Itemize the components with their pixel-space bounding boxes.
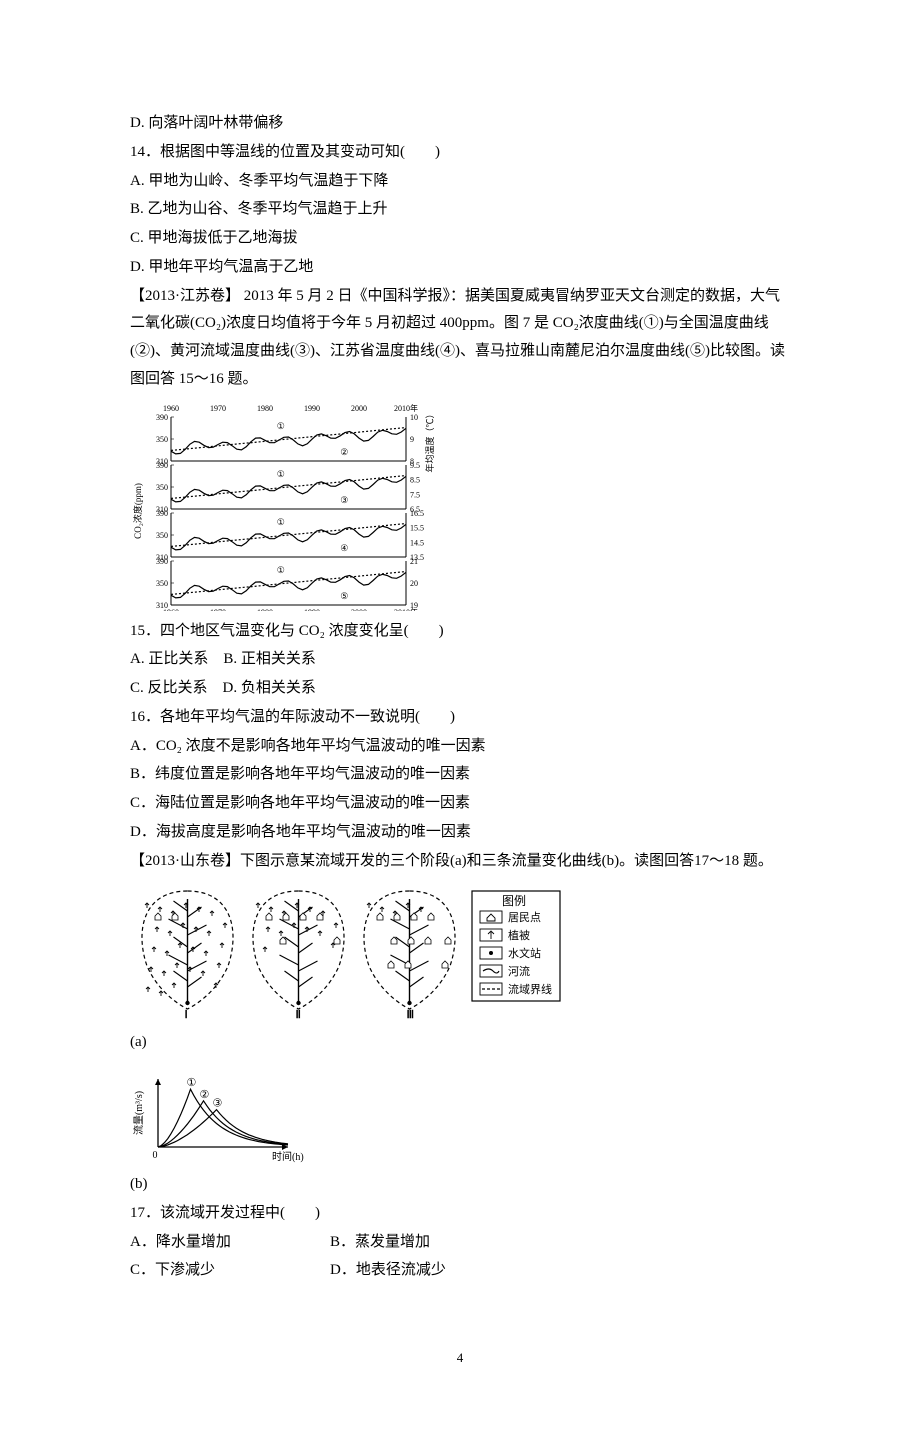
svg-text:1990: 1990: [304, 404, 320, 413]
svg-text:流量(m³/s): 流量(m³/s): [132, 1091, 145, 1135]
svg-text:③: ③: [340, 495, 348, 505]
label-a: (a): [130, 1029, 790, 1057]
svg-text:350: 350: [156, 531, 168, 540]
svg-text:390: 390: [156, 461, 168, 470]
svg-text:河流: 河流: [508, 964, 530, 978]
q15-ab: A. 正比关系 B. 正相关关系: [130, 646, 790, 674]
svg-text:Ⅰ: Ⅰ: [185, 1009, 188, 1021]
svg-text:2010年: 2010年: [394, 403, 418, 413]
q15-cd: C. 反比关系 D. 负相关关系: [130, 675, 790, 703]
svg-text:植被: 植被: [508, 928, 530, 942]
svg-text:1980: 1980: [257, 404, 273, 413]
svg-text:9.5: 9.5: [410, 461, 420, 470]
svg-text:⑤: ⑤: [340, 591, 348, 601]
svg-text:8.5: 8.5: [410, 475, 420, 484]
svg-text:②: ②: [340, 447, 348, 457]
q16: 16．各地年平均气温的年际波动不一致说明( ): [130, 704, 790, 732]
svg-text:④: ④: [340, 543, 348, 553]
q16-c: C．海陆位置是影响各地年平均气温波动的唯一因素: [130, 790, 790, 818]
option-d: D. 向落叶阔叶林带偏移: [130, 110, 790, 138]
svg-text:16.5: 16.5: [410, 509, 424, 518]
svg-text:③: ③: [213, 1098, 223, 1110]
svg-text:②: ②: [200, 1089, 210, 1101]
svg-text:390: 390: [156, 557, 168, 566]
svg-text:水文站: 水文站: [508, 946, 541, 960]
svg-text:21: 21: [410, 557, 418, 566]
q17: 17．该流域开发过程中( ): [130, 1200, 790, 1228]
intro-jiangsu: 【2013·江苏卷】 2013 年 5 月 2 日《中国科学报》：据美国夏威夷冒…: [130, 283, 790, 394]
q15: 15．四个地区气温变化与 CO₂ 浓度变化呈( ): [130, 618, 790, 646]
svg-text:1970: 1970: [210, 404, 226, 413]
svg-text:10: 10: [410, 413, 418, 422]
svg-text:流域界线: 流域界线: [508, 982, 552, 996]
svg-text:1980: 1980: [257, 608, 273, 611]
flow-chart: 0 时间(h) 流量(m³/s) ①②③: [130, 1063, 310, 1163]
svg-text:1970: 1970: [210, 608, 226, 611]
svg-text:时间(h): 时间(h): [272, 1150, 304, 1163]
svg-text:1960: 1960: [163, 404, 179, 413]
q17-d: D．地表径流减少: [330, 1257, 790, 1285]
svg-text:2000: 2000: [351, 404, 367, 413]
svg-text:7.5: 7.5: [410, 490, 420, 499]
svg-text:①: ①: [277, 517, 285, 527]
svg-text:390: 390: [156, 413, 168, 422]
co2-chart: 1960 1970 1980 1990 2000 2010年 CO₂浓度(ppm) 年均温度（…: [130, 400, 440, 610]
q17-a: A．降水量增加: [130, 1229, 330, 1257]
svg-text:Ⅲ: Ⅲ: [407, 1009, 415, 1021]
svg-text:①: ①: [187, 1077, 197, 1089]
intro-shandong: 【2013·山东卷】下图示意某流域开发的三个阶段(a)和三条流量变化曲线(b)。…: [130, 848, 790, 876]
svg-text:年均温度（℃）: 年均温度（℃）: [424, 409, 435, 472]
svg-text:1990: 1990: [304, 608, 320, 611]
svg-text:图例: 图例: [502, 894, 526, 908]
q14-c: C. 甲地海拔低于乙地海拔: [130, 225, 790, 253]
svg-text:①: ①: [277, 421, 285, 431]
svg-text:390: 390: [156, 509, 168, 518]
svg-text:20: 20: [410, 579, 418, 588]
svg-text:居民点: 居民点: [508, 911, 541, 924]
svg-text:2010年: 2010年: [394, 607, 418, 611]
svg-text:9: 9: [410, 435, 414, 444]
q14-b: B. 乙地为山谷、冬季平均气温趋于上升: [130, 196, 790, 224]
q16-a: A．CO₂ 浓度不是影响各地年平均气温波动的唯一因素: [130, 733, 790, 761]
q17-b: B．蒸发量增加: [330, 1229, 790, 1257]
svg-text:350: 350: [156, 435, 168, 444]
svg-text:①: ①: [277, 469, 285, 479]
svg-text:350: 350: [156, 483, 168, 492]
svg-text:15.5: 15.5: [410, 523, 424, 532]
q17-c: C．下渗减少: [130, 1257, 330, 1285]
q14-d: D. 甲地年平均气温高于乙地: [130, 254, 790, 282]
q16-b: B．纬度位置是影响各地年平均气温波动的唯一因素: [130, 761, 790, 789]
watershed-infographic: Ⅰ Ⅱ Ⅲ 图例居民点植被水文站河流流域界线: [130, 881, 570, 1021]
svg-text:0: 0: [153, 1150, 158, 1161]
svg-text:Ⅱ: Ⅱ: [296, 1009, 301, 1021]
svg-text:1960: 1960: [163, 608, 179, 611]
svg-text:350: 350: [156, 579, 168, 588]
label-b: (b): [130, 1171, 790, 1199]
q14: 14．根据图中等温线的位置及其变动可知( ): [130, 139, 790, 167]
svg-text:14.5: 14.5: [410, 538, 424, 547]
q14-a: A. 甲地为山岭、冬季平均气温趋于下降: [130, 168, 790, 196]
svg-text:①: ①: [277, 565, 285, 575]
svg-text:CO₂浓度(ppm): CO₂浓度(ppm): [132, 483, 143, 539]
q16-d: D．海拔高度是影响各地年平均气温波动的唯一因素: [130, 819, 790, 847]
page-number: 4: [130, 1346, 790, 1370]
svg-text:2000: 2000: [351, 608, 367, 611]
